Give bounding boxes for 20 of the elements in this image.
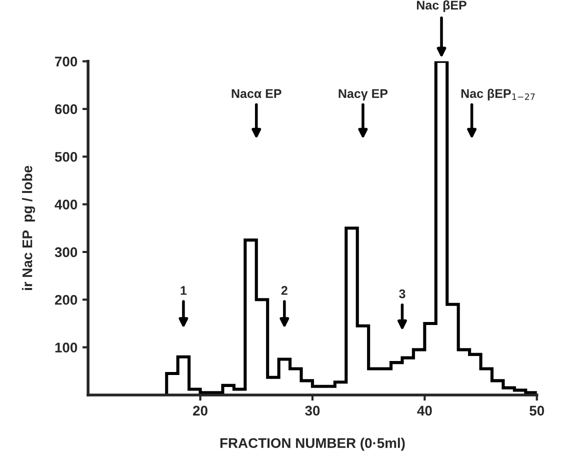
y-tick-label: 600 (55, 104, 78, 114)
y-axis-title: ir Nac EP pg / lobe (22, 166, 36, 290)
annotation: Nacα EP (232, 89, 282, 98)
y-tick-label: 300 (54, 247, 78, 258)
x-axis-title: FRACTION NUMBER (0·5ml) (220, 438, 405, 451)
y-tick-label: 400 (54, 200, 78, 210)
x-tick-label: 40 (417, 406, 432, 416)
y-tick-label: 700 (55, 56, 78, 66)
x-tick-label: 50 (530, 406, 544, 416)
y-tick-label: 500 (54, 152, 78, 162)
annotation: Nac βEP$_{1−27}$ (461, 88, 535, 100)
annotation: Nacγ EP (338, 89, 388, 100)
x-tick-label: 30 (305, 406, 320, 416)
y-tick-label: 200 (54, 294, 78, 305)
annotation: 1 (180, 286, 187, 295)
annotation: 3 (399, 289, 406, 298)
x-tick-label: 20 (193, 406, 208, 416)
y-tick-label: 100 (55, 342, 78, 352)
text: Nac βEP (416, 0, 466, 12)
annotation: 2 (281, 286, 288, 295)
